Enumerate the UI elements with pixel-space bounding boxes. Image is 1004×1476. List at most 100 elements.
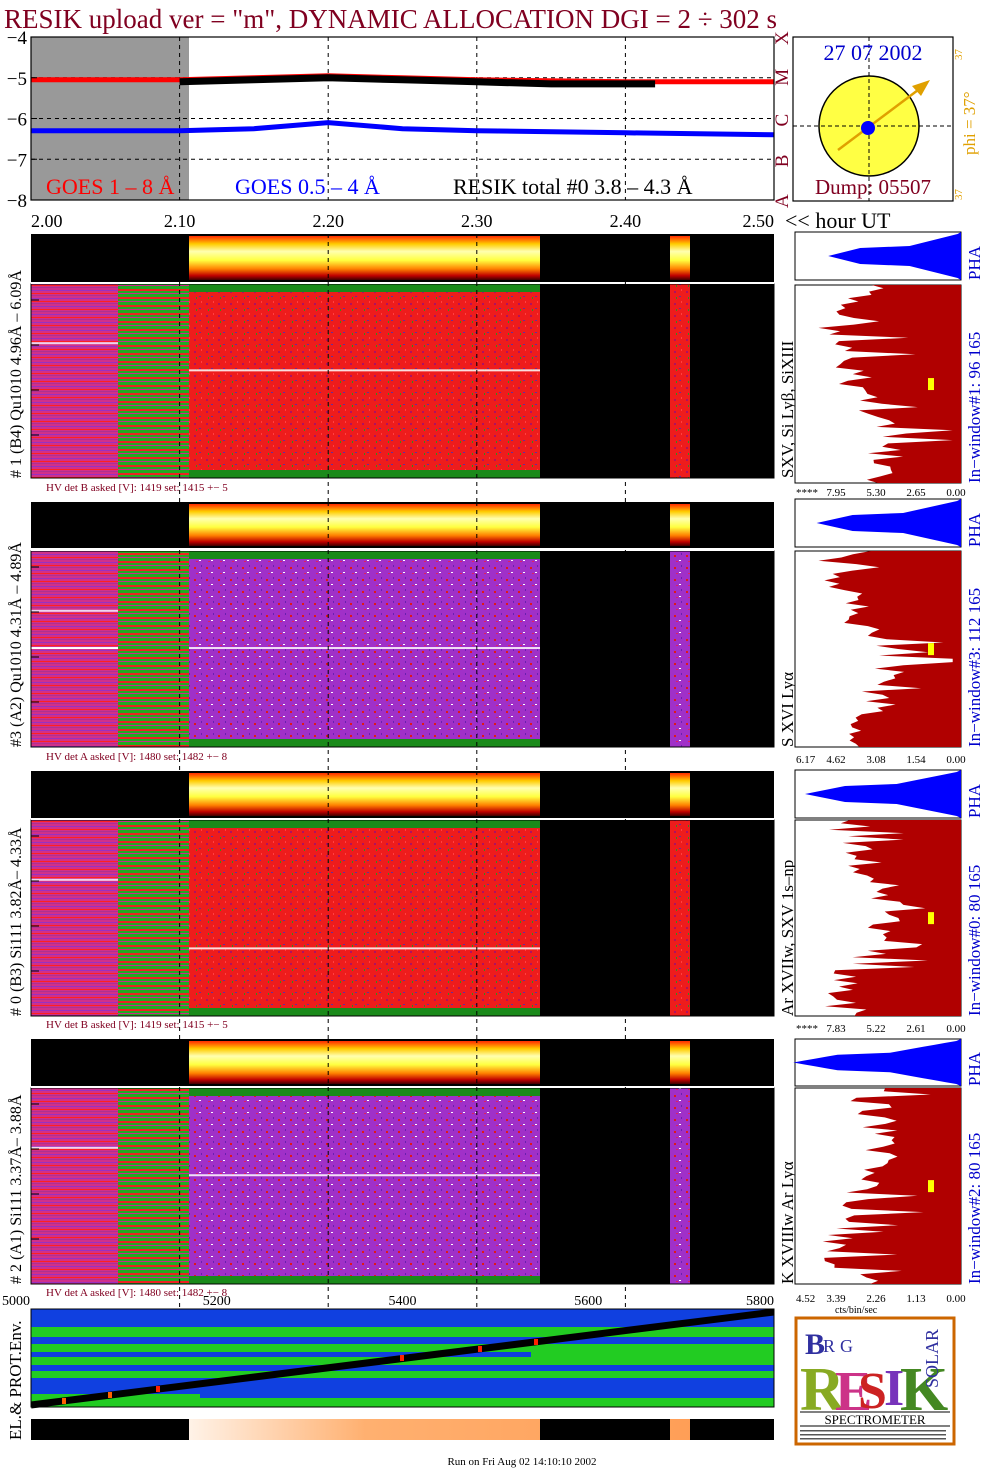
- pha-histogram: [805, 770, 961, 818]
- hist-tick-label: 0.00: [946, 1023, 966, 1035]
- hv-status: HV det A asked [V]: 1480 set: 1482 +− 8: [46, 1287, 228, 1299]
- line-identification: Ar XVIIw, SXV 1s–np: [778, 860, 797, 1016]
- goes-class-letters: X M C B A: [772, 31, 793, 208]
- footer-run-info: Run on Fri Aug 02 14:10:10 2002: [447, 1456, 596, 1468]
- spectrogram: [30, 283, 775, 479]
- hist-tick-label: 5.30: [866, 487, 886, 499]
- goes-series: [31, 73, 775, 138]
- goes-class-letter: M: [772, 69, 793, 86]
- env-xtick-label: 5200: [203, 1294, 231, 1309]
- hist-tick-label: 2.26: [866, 1293, 886, 1305]
- channel-ylabel: # 1 (B4) Qu1010 4.96Å – 6.09Å: [7, 270, 25, 478]
- pha-label: PHA: [965, 783, 984, 818]
- logo-solar: SOLAR: [922, 1329, 942, 1388]
- in-window-label: In−window#1: 96 165: [965, 332, 984, 483]
- goes-class-letter: C: [772, 114, 793, 127]
- pha-label: PHA: [965, 245, 984, 280]
- hist-tick-label: 0.00: [946, 754, 966, 766]
- hist-tick-label: ****: [796, 1023, 818, 1035]
- satellite-position-dot: [861, 121, 875, 135]
- logo-letter-e: E: [835, 1361, 872, 1423]
- legend-resik-total: RESIK total #0 3.8 – 4.3 Å: [453, 174, 693, 199]
- goes-xtick-label: 2.10: [164, 211, 196, 231]
- goes-xtick-label: 2.00: [31, 211, 63, 231]
- goes-xtick-label: 2.20: [312, 211, 344, 231]
- logo-letter-b: B: [805, 1328, 825, 1361]
- goes-y-ticks: −4 −5 −6 −7 −8: [7, 28, 37, 212]
- in-window-label: In−window#0: 80 165: [965, 865, 984, 1016]
- goes-series-line-1: [31, 120, 775, 138]
- channel-panels: # 1 (B4) Qu1010 4.96Å – 6.09Å HV det B as…: [7, 231, 984, 1316]
- phi-tick-top: 37: [953, 49, 965, 61]
- env-ylabel: EL.& PROT.Env.: [6, 1321, 25, 1440]
- channel-panel-0: # 1 (B4) Qu1010 4.96Å – 6.09Å HV det B as…: [7, 231, 984, 504]
- hist-tick-label: 1.13: [906, 1293, 926, 1305]
- channel-panel-3: # 2 (A1) Si111 3.37Å– 3.88Å HV det A aske…: [7, 1038, 984, 1310]
- hv-status: HV det B asked [V]: 1419 set: 1415 +− 5: [46, 1019, 228, 1031]
- env-xtick-label: 5000: [2, 1294, 30, 1309]
- hist-tick-label: ****: [796, 487, 818, 499]
- hist-tick-label: 0.00: [946, 1293, 966, 1305]
- x-unit-label: << hour UT: [785, 208, 891, 233]
- pha-histogram: [828, 232, 961, 280]
- sun-direction-arrow: [837, 83, 927, 151]
- logo-letter-g: G: [840, 1336, 853, 1356]
- line-identification: SXV, Si Lyβ, SiXIII: [778, 340, 797, 478]
- page-title: RESIK upload ver = "m", DYNAMIC ALLOCATI…: [4, 4, 777, 34]
- window-marker: [928, 1180, 934, 1193]
- env-x-ticks: 5000 5200 5400 5600 5800: [2, 1294, 774, 1309]
- count-strip-2: [670, 773, 690, 816]
- count-strip-2: [670, 1041, 690, 1084]
- hist-tick-label: 2.61: [906, 1023, 925, 1035]
- legend-goes-1-8: GOES 1 – 8 Å: [46, 174, 174, 199]
- phi-tick-bottom: 37: [953, 189, 965, 201]
- env-xtick-label: 5400: [389, 1294, 417, 1309]
- env-xtick-label: 5600: [574, 1294, 602, 1309]
- count-strip: [189, 773, 540, 816]
- resik-logo: B R G R E S I K SOLAR SPECTROMETER: [794, 1316, 956, 1446]
- count-strip: [189, 236, 540, 280]
- hist-tick-label: 3.39: [826, 1293, 846, 1305]
- goes-xtick-label: 2.40: [610, 211, 642, 231]
- goes-x-ticks: 2.00 2.10 2.20 2.30 2.40 2.50: [31, 211, 774, 231]
- goes-ytick-label: −5: [7, 69, 27, 90]
- hv-status: HV det B asked [V]: 1419 set: 1415 +− 5: [46, 482, 228, 494]
- goes-ytick-label: −6: [7, 110, 27, 131]
- hist-tick-label: 2.65: [906, 487, 926, 499]
- goes-ytick-label: −4: [7, 28, 28, 49]
- phi-label: phi = 37°: [960, 91, 979, 155]
- env-xtick-label: 5800: [746, 1294, 774, 1309]
- logo-subtitle: SPECTROMETER: [824, 1412, 925, 1427]
- goes-xtick-label: 2.50: [743, 211, 775, 231]
- hist-tick-label: 4.52: [796, 1293, 815, 1305]
- spectrum-histogram: [825, 820, 961, 1016]
- hist-tick-label: 7.95: [826, 487, 846, 499]
- environment-panel: 5000 5200 5400 5600 5800 EL.& PROT.Env.: [2, 1294, 775, 1440]
- hist-tick-label: 0.00: [946, 487, 966, 499]
- spectrogram: [30, 1087, 775, 1285]
- goes-class-letter: B: [772, 155, 793, 168]
- channel-ylabel: # 0 (B3) Si111 3.82Å– 4.33Å: [7, 827, 25, 1016]
- channel-ylabel: # 2 (A1) Si111 3.37Å– 3.88Å: [7, 1094, 25, 1284]
- count-strip-2: [670, 504, 690, 546]
- spectrum-histogram: [818, 285, 961, 483]
- channel-panel-1: #3 (A2) Qu1010 4.31Å – 4.89Å HV det A ask…: [7, 498, 984, 773]
- spectrum-histogram: [822, 1088, 961, 1284]
- window-marker: [928, 378, 934, 391]
- goes-series-line-2: [179, 74, 656, 88]
- logo-letter-s: S: [858, 1363, 887, 1420]
- pha-label: PHA: [965, 1051, 984, 1086]
- hist-tick-label: 3.08: [866, 754, 886, 766]
- spectrogram: [30, 819, 775, 1017]
- goes-class-letter: X: [772, 31, 793, 45]
- goes-ytick-label: −8: [7, 191, 27, 212]
- hist-tick-label: 6.17: [796, 754, 816, 766]
- logo-letter-r: R: [800, 1356, 846, 1424]
- hist-xlabel: cts/bin/sec: [835, 1305, 878, 1316]
- hist-tick-label: 7.83: [826, 1023, 846, 1035]
- line-identification: K XVIIIw Ar Lyα: [778, 1161, 797, 1284]
- goes-class-letter: A: [772, 194, 793, 208]
- goes-xtick-label: 2.30: [461, 211, 493, 231]
- channel-panel-2: # 0 (B3) Si111 3.82Å– 4.33Å HV det B aske…: [7, 769, 984, 1042]
